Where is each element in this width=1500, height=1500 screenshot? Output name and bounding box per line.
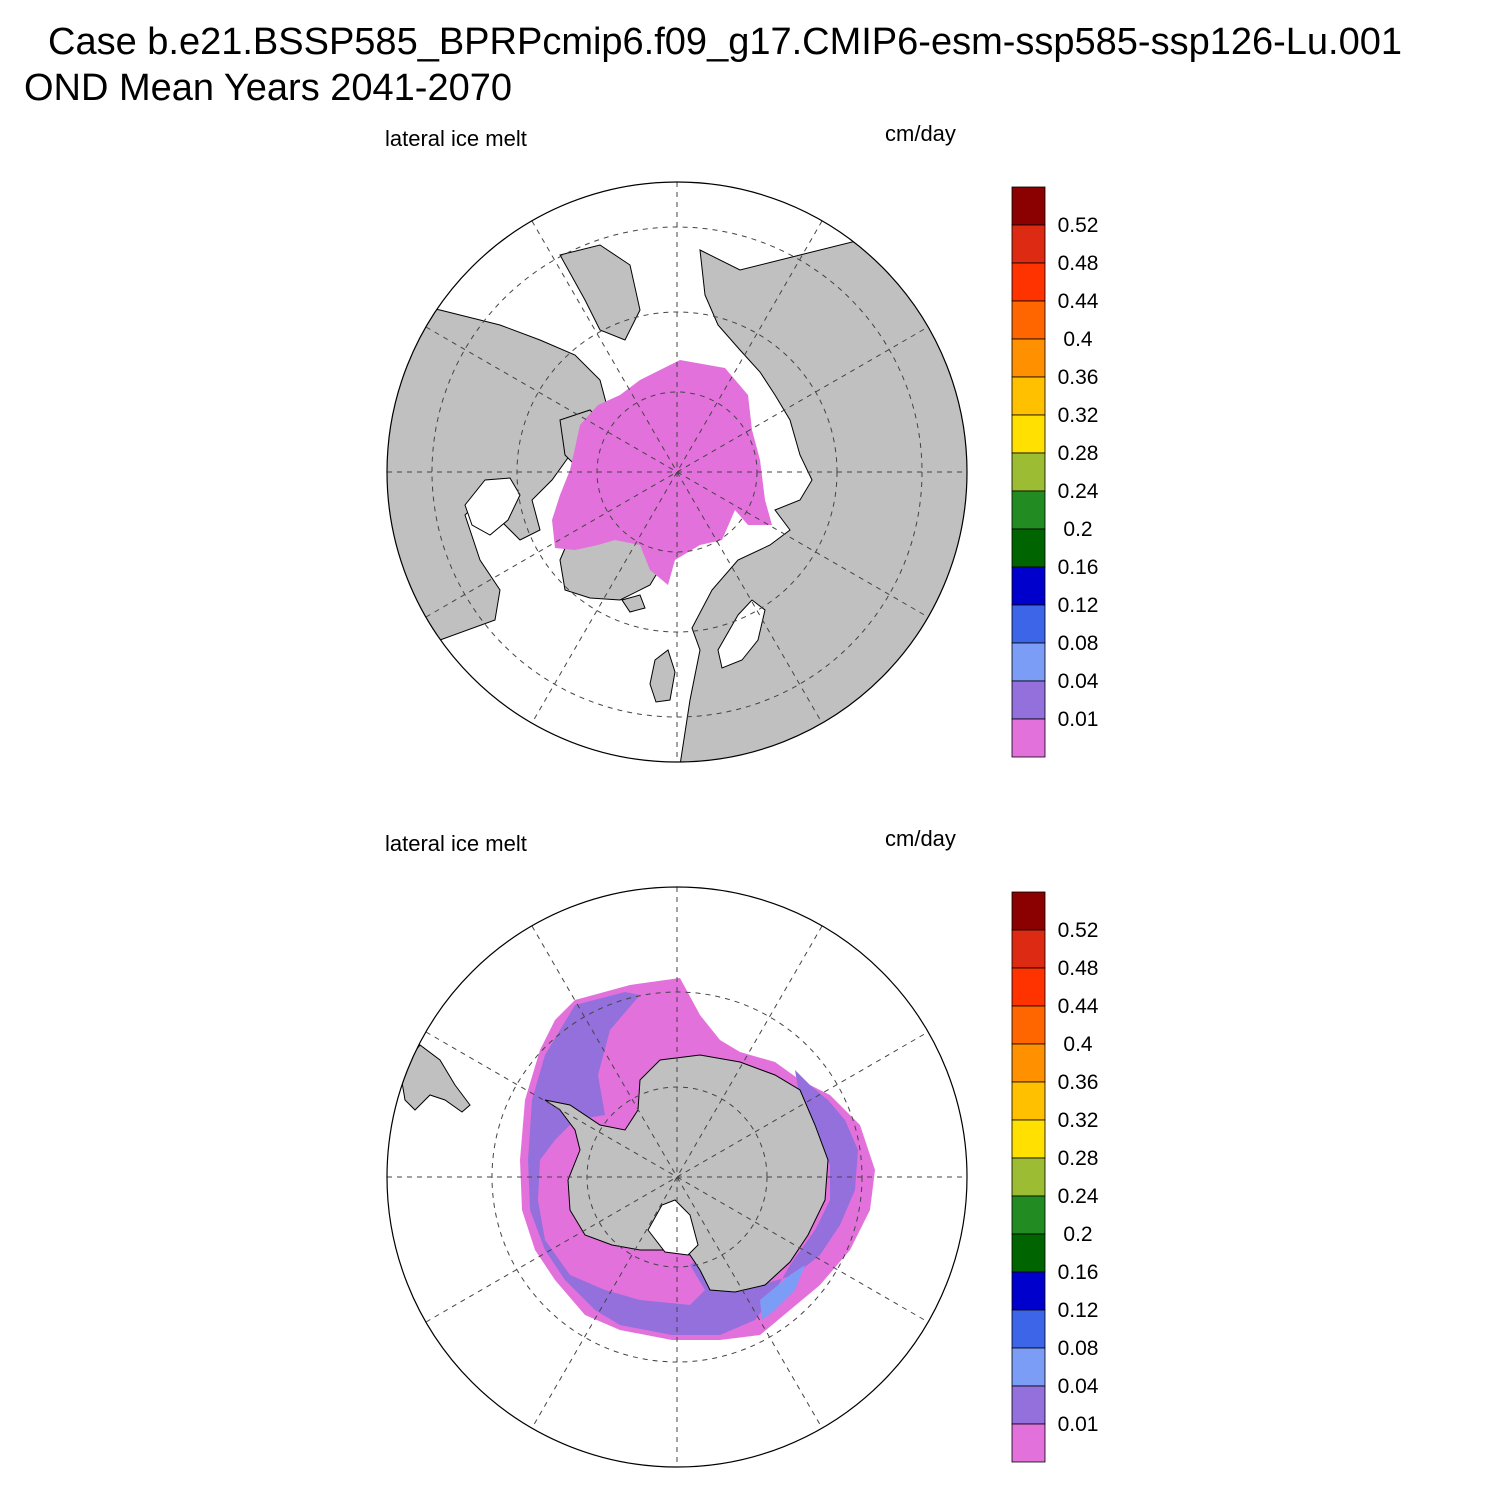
north-colorbar-swatch — [1011, 452, 1046, 492]
south-colorbar-swatch — [1011, 1347, 1046, 1387]
south-graticule — [387, 887, 967, 1467]
south-colorbar-swatch — [1011, 1119, 1046, 1159]
north-colorbar-swatch — [1011, 680, 1046, 720]
south-left-label: lateral ice melt — [385, 831, 527, 856]
south-colorbar-swatch — [1011, 929, 1046, 969]
north-colorbar-label: 0.44 — [1058, 290, 1099, 313]
antarctica-landmass — [544, 1054, 829, 1293]
southern-sea-ice-purple — [528, 992, 858, 1335]
south-colorbar-label: 0.28 — [1058, 1147, 1099, 1170]
north-colorbar-label: 0.4 — [1063, 328, 1093, 351]
south-colorbar-label: 0.32 — [1058, 1109, 1099, 1132]
north-graticule — [387, 182, 967, 762]
south-map-boundary — [386, 886, 968, 1468]
hudson-bay — [464, 477, 521, 536]
north-colorbar-label: 0.32 — [1058, 404, 1099, 427]
south-colorbar-label: 0.04 — [1058, 1375, 1099, 1398]
south-colorbar-swatch — [1011, 1233, 1046, 1273]
south-america-tip — [399, 1044, 471, 1113]
north-units-label: cm/day — [885, 121, 956, 146]
north-colorbar-swatch — [1011, 224, 1046, 264]
north-colorbar: 0.52 0.48 0.44 0.4 0.36 0.32 0.28 0.24 0.2 0.16 0.… — [1011, 186, 1099, 758]
figure-title-period: OND Mean Years 2041-2070 — [24, 67, 512, 109]
south-colorbar-label: 0.01 — [1058, 1413, 1099, 1436]
north-colorbar-swatch — [1011, 490, 1046, 530]
north-colorbar-label: 0.2 — [1063, 518, 1092, 541]
north-colorbar-label: 0.04 — [1058, 670, 1099, 693]
north-colorbar-swatch — [1011, 718, 1046, 758]
north-colorbar-label: 0.28 — [1058, 442, 1099, 465]
south-colorbar-swatch — [1011, 1043, 1046, 1083]
figure-title-case: Case b.e21.BSSP585_BPRPcmip6.f09_g17.CMI… — [48, 21, 1402, 63]
north-map-boundary — [386, 181, 968, 763]
north-colorbar-swatch — [1011, 604, 1046, 644]
north-colorbar-label: 0.36 — [1058, 366, 1099, 389]
north-colorbar-label: 0.52 — [1058, 214, 1099, 237]
north-colorbar-swatch — [1011, 262, 1046, 302]
north-colorbar-label: 0.16 — [1058, 556, 1099, 579]
south-colorbar-swatch — [1011, 1081, 1046, 1121]
south-units-label: cm/day — [885, 826, 956, 851]
north-colorbar-swatch — [1011, 338, 1046, 378]
south-colorbar-label: 0.48 — [1058, 957, 1099, 980]
south-colorbar-swatch — [1011, 1271, 1046, 1311]
south-colorbar-swatch — [1011, 1423, 1046, 1463]
ross-ice-shelf — [647, 1199, 699, 1256]
baltic-sea — [717, 599, 766, 669]
north-colorbar-label: 0.01 — [1058, 708, 1099, 731]
south-colorbar-swatch — [1011, 891, 1046, 931]
north-colorbar-swatch — [1011, 186, 1046, 226]
iceland — [621, 594, 646, 613]
south-colorbar-swatch — [1011, 967, 1046, 1007]
south-colorbar-swatch — [1011, 1309, 1046, 1349]
north-colorbar-swatch — [1011, 642, 1046, 682]
north-colorbar-label: 0.08 — [1058, 632, 1099, 655]
south-polar-map — [386, 886, 968, 1468]
south-colorbar-label: 0.2 — [1063, 1223, 1092, 1246]
south-colorbar-label: 0.16 — [1058, 1261, 1099, 1284]
south-colorbar-label: 0.52 — [1058, 919, 1099, 942]
south-colorbar-label: 0.36 — [1058, 1071, 1099, 1094]
north-colorbar-label: 0.12 — [1058, 594, 1099, 617]
north-colorbar-label: 0.48 — [1058, 252, 1099, 275]
north-colorbar-swatch — [1011, 414, 1046, 454]
north-polar-map — [386, 181, 968, 763]
south-colorbar-label: 0.12 — [1058, 1299, 1099, 1322]
british-isles — [649, 649, 676, 703]
south-colorbar-label: 0.08 — [1058, 1337, 1099, 1360]
south-colorbar-swatch — [1011, 1157, 1046, 1197]
south-colorbar-label: 0.4 — [1063, 1033, 1093, 1056]
north-colorbar-swatch — [1011, 566, 1046, 606]
north-colorbar-swatch — [1011, 300, 1046, 340]
bering-region-land — [559, 244, 641, 341]
north-colorbar-swatch — [1011, 528, 1046, 568]
north-colorbar-swatch — [1011, 376, 1046, 416]
south-colorbar-swatch — [1011, 1195, 1046, 1235]
south-colorbar-label: 0.24 — [1058, 1185, 1099, 1208]
south-colorbar-label: 0.44 — [1058, 995, 1099, 1018]
southern-sea-ice-blue — [760, 1265, 805, 1320]
south-colorbar: 0.52 0.48 0.44 0.4 0.36 0.32 0.28 0.24 0.2 0.16 0.… — [1011, 891, 1099, 1463]
north-left-label: lateral ice melt — [385, 126, 527, 151]
north-colorbar-label: 0.24 — [1058, 480, 1099, 503]
south-colorbar-swatch — [1011, 1005, 1046, 1045]
south-colorbar-swatch — [1011, 1385, 1046, 1425]
